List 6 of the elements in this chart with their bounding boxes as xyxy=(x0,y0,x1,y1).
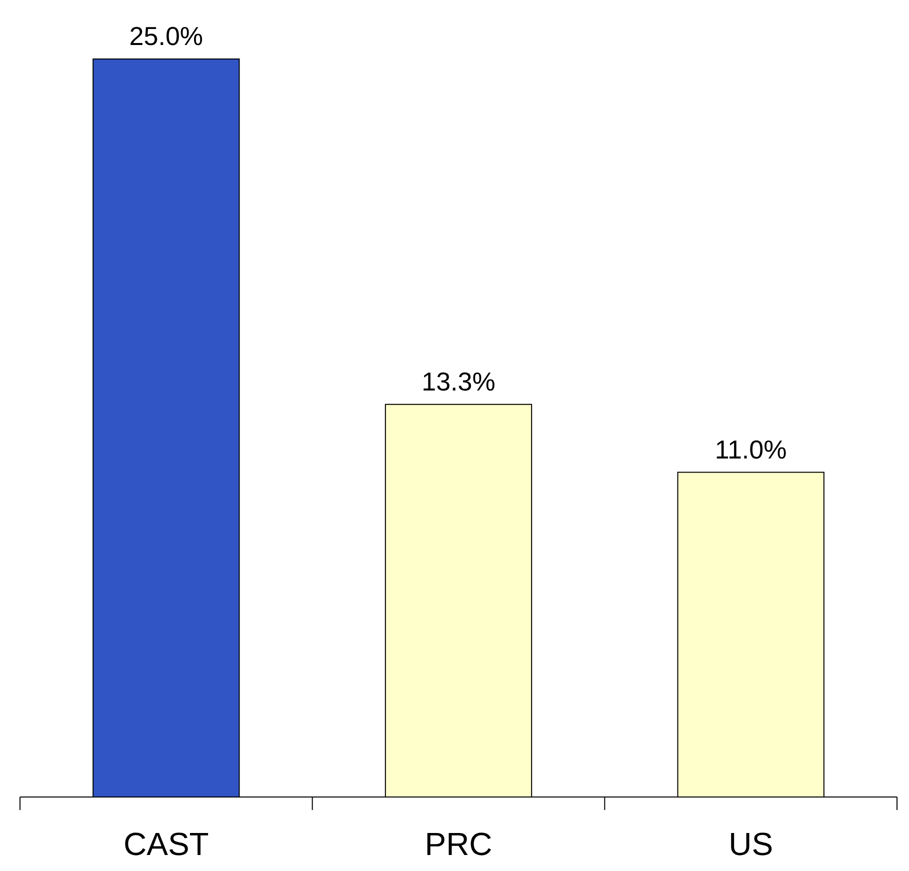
x-tick-label: US xyxy=(728,826,774,862)
data-label: 11.0% xyxy=(714,434,787,464)
data-label: 13.3% xyxy=(422,366,496,396)
x-tick-label: CAST xyxy=(123,826,209,862)
data-label: 25.0% xyxy=(129,21,204,51)
x-tick-label: PRC xyxy=(424,826,492,862)
